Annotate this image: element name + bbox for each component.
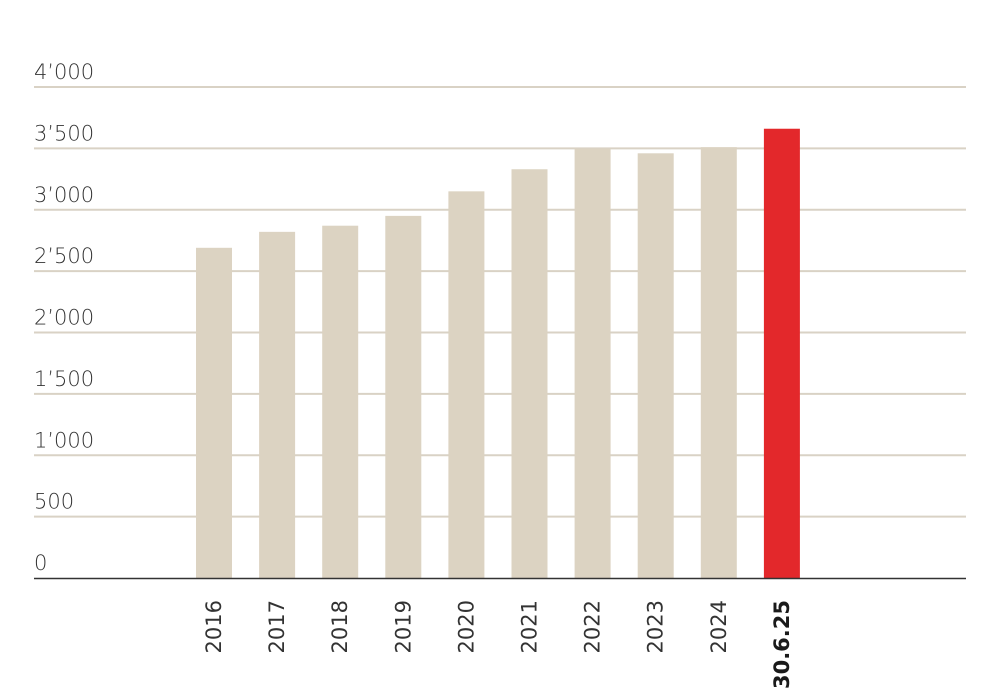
- x-tick-label: 2021: [518, 600, 542, 653]
- bar: [448, 191, 485, 578]
- y-tick-label: 0: [34, 551, 47, 575]
- x-axis-tick-labels: 2016 2017 2018 2019 2020 2021 2022 2023 2024 30.6…: [202, 600, 794, 689]
- x-tick-label: 2017: [265, 600, 289, 653]
- bar: [196, 247, 232, 579]
- bar: [385, 215, 422, 578]
- y-tick-label: 4’000: [34, 60, 94, 84]
- y-tick-label: 1’000: [34, 428, 94, 452]
- bar: [259, 231, 296, 578]
- y-tick-label: 2’500: [34, 244, 94, 268]
- x-tick-label: 2016: [202, 600, 226, 653]
- x-tick-label: 2023: [644, 600, 668, 653]
- x-tick-label: 2018: [328, 600, 352, 653]
- gridlines: [34, 86, 966, 518]
- x-tick-label: 2022: [581, 600, 605, 653]
- bar: [700, 147, 737, 578]
- bar: [637, 153, 674, 578]
- y-tick-label: 500: [34, 490, 74, 514]
- x-tick-label: 30.6.25: [770, 600, 794, 689]
- bar: [511, 169, 548, 578]
- y-axis-tick-labels: 0 500 1’000 1’500 2’000 2’500 3’000 3’500 4’000: [34, 60, 94, 575]
- y-tick-label: 3’500: [34, 121, 94, 145]
- bars: [196, 128, 800, 579]
- bar: [322, 225, 359, 578]
- x-tick-label: 2020: [454, 600, 478, 653]
- x-tick-label: 2024: [707, 600, 731, 653]
- y-tick-label: 1’500: [34, 367, 94, 391]
- bar: [574, 148, 611, 578]
- x-tick-label: 2019: [391, 600, 415, 653]
- y-tick-label: 2’000: [34, 306, 94, 330]
- bar-highlight: [763, 128, 800, 579]
- y-tick-label: 3’000: [34, 183, 94, 207]
